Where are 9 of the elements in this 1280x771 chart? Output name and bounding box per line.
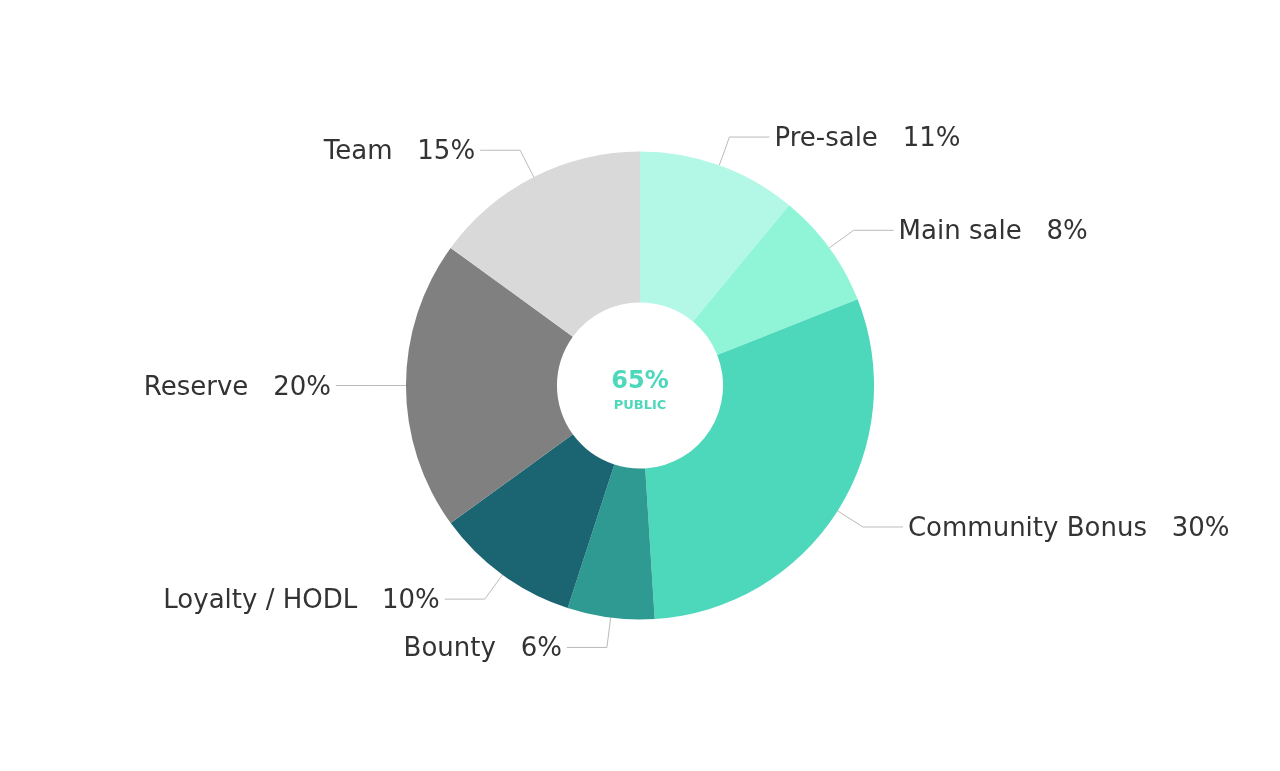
slice-label: Community Bonus 30% — [907, 511, 1230, 542]
slice-label: Loyalty / HODL 10% — [163, 584, 440, 615]
slice-label: Team 15% — [322, 135, 476, 166]
slice-label: Pre-sale 11% — [774, 122, 961, 153]
text: 65% — [611, 366, 669, 394]
slice-label: Bounty 6% — [403, 632, 562, 663]
text: PUBLIC — [613, 397, 667, 412]
slice-label: Main sale 8% — [898, 215, 1088, 246]
slice-label: Reserve 20% — [143, 370, 331, 401]
